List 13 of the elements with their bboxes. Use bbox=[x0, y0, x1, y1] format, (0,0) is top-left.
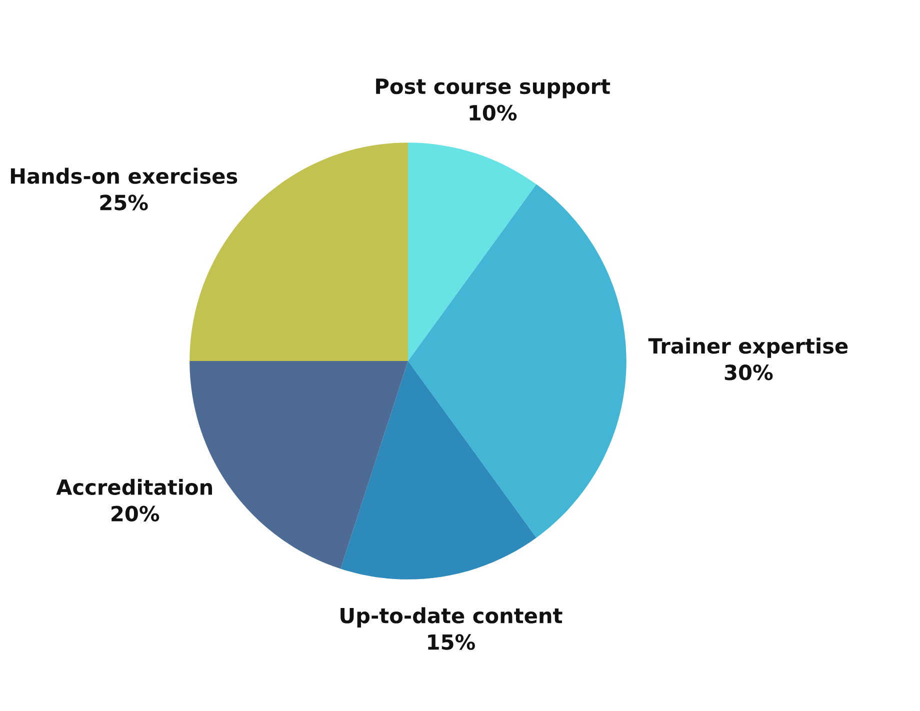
slice-label: Up-to-date content bbox=[340, 607, 562, 628]
pie-slice bbox=[408, 142, 536, 361]
data-label: 10% bbox=[470, 104, 517, 121]
data-label: 15% bbox=[428, 634, 475, 650]
slice-label: Accreditation bbox=[56, 478, 212, 496]
slice-label: Hands-on exercises bbox=[10, 168, 238, 184]
data-label: 20% bbox=[112, 506, 160, 522]
slice-label: Post course support bbox=[376, 78, 610, 98]
pie-slice bbox=[340, 361, 536, 580]
data-label: 30% bbox=[724, 364, 773, 380]
slice-label: Trainer expertise bbox=[648, 338, 848, 358]
data-label: 25% bbox=[100, 194, 148, 210]
pie-slice bbox=[408, 184, 626, 538]
